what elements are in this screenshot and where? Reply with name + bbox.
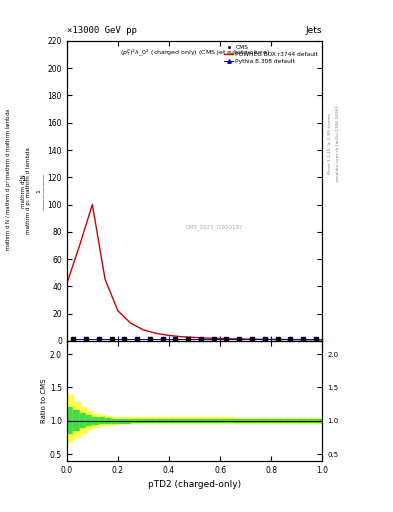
Text: Rivet 3.1.10, ≥ 3.3M events: Rivet 3.1.10, ≥ 3.3M events: [328, 113, 332, 174]
Y-axis label: Ratio to CMS: Ratio to CMS: [41, 378, 47, 423]
Text: ×13000 GeV pp: ×13000 GeV pp: [67, 26, 137, 35]
Text: mcplots.cern.ch [arXiv:1306.3436]: mcplots.cern.ch [arXiv:1306.3436]: [336, 106, 340, 181]
Text: $(p_T^P)^2\lambda\_0^2$ (charged only) (CMS jet substructure): $(p_T^P)^2\lambda\_0^2$ (charged only) (…: [119, 47, 270, 58]
Text: 1: 1: [21, 176, 26, 182]
Text: 1
——————: 1 ——————: [36, 172, 47, 209]
Legend: CMS, POWHEG BOX r3744 default, Pythia 8.308 default: CMS, POWHEG BOX r3744 default, Pythia 8.…: [223, 44, 320, 65]
Text: mathrm d²N
mathrm d p₁ mathrm d lambda: mathrm d²N mathrm d p₁ mathrm d lambda: [20, 147, 31, 234]
Text: CMS_2021_I1920187: CMS_2021_I1920187: [186, 224, 244, 230]
Text: Jets: Jets: [306, 26, 322, 35]
Text: mathrm d N / mathrm d p$_T$ mathrm d mathrm lambda: mathrm d N / mathrm d p$_T$ mathrm d mat…: [4, 108, 13, 251]
X-axis label: pTD2 (charged-only): pTD2 (charged-only): [148, 480, 241, 489]
